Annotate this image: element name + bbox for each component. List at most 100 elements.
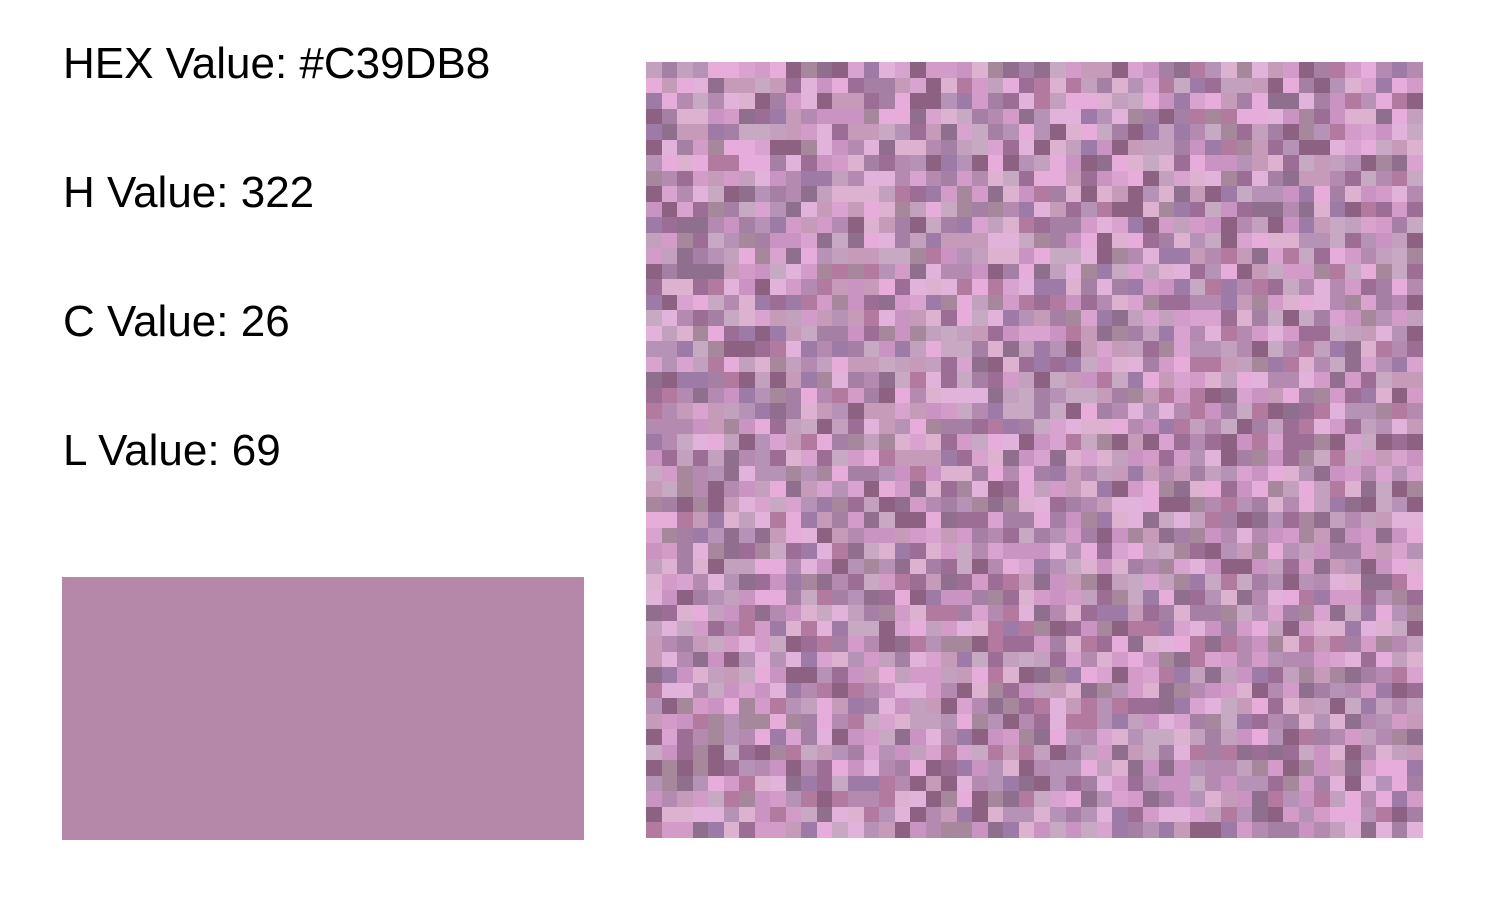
mosaic-tile [785, 636, 802, 652]
mosaic-tile [661, 62, 678, 78]
mosaic-tile [987, 822, 1004, 838]
mosaic-tile [1065, 124, 1082, 140]
mosaic-tile [1112, 465, 1128, 482]
mosaic-tile [816, 729, 833, 745]
mosaic-tile [1096, 450, 1113, 466]
h-value-label: H Value: 322 [63, 168, 315, 217]
mosaic-tile [1143, 543, 1159, 559]
mosaic-tile [1189, 744, 1206, 761]
mosaic-tile [816, 682, 833, 699]
mosaic-tile [723, 310, 740, 326]
mosaic-tile [770, 806, 786, 823]
mosaic-tile [677, 186, 693, 202]
mosaic-tile [1143, 744, 1159, 761]
mosaic-tile [1329, 186, 1346, 202]
mosaic-tile [1236, 481, 1253, 497]
mosaic-tile [1096, 325, 1113, 342]
mosaic-tile [1096, 775, 1113, 792]
mosaic-tile [1329, 605, 1346, 621]
mosaic-tile [1081, 77, 1097, 94]
mosaic-tile [987, 651, 1004, 668]
mosaic-tile [1376, 62, 1392, 78]
mosaic-tile [1174, 775, 1190, 792]
mosaic-tile [1236, 108, 1253, 125]
mosaic-tile [832, 418, 849, 435]
mosaic-tile [1112, 310, 1128, 326]
mosaic-tile [1298, 589, 1315, 606]
mosaic-tile [1018, 512, 1035, 528]
mosaic-tile [1376, 574, 1392, 590]
mosaic-tile [754, 248, 771, 264]
mosaic-tile [972, 356, 988, 373]
mosaic-tile [1314, 93, 1330, 109]
mosaic-tile [770, 108, 786, 125]
mosaic-tile [661, 387, 678, 404]
mosaic-tile [785, 558, 802, 575]
mosaic-tile [879, 527, 895, 544]
mosaic-tile [1003, 527, 1019, 544]
mosaic-tile [770, 263, 786, 280]
mosaic-tile [1003, 217, 1019, 233]
mosaic-tile [1096, 341, 1113, 357]
mosaic-tile [1345, 465, 1361, 482]
mosaic-tile [708, 651, 724, 668]
mosaic-tile [1283, 760, 1299, 776]
mosaic-tile [1220, 512, 1237, 528]
mosaic-tile [1081, 310, 1097, 326]
mosaic-tile [785, 139, 802, 156]
mosaic-tile [1252, 729, 1268, 745]
mosaic-tile [1252, 682, 1268, 699]
mosaic-tile [1065, 605, 1082, 621]
mosaic-tile [1283, 806, 1299, 823]
mosaic-tile [879, 682, 895, 699]
mosaic-tile [1252, 481, 1268, 497]
mosaic-tile [987, 512, 1004, 528]
mosaic-tile [1003, 294, 1019, 311]
mosaic-tile [987, 310, 1004, 326]
mosaic-tile [1096, 760, 1113, 776]
mosaic-tile [1065, 248, 1082, 264]
mosaic-tile [1391, 217, 1408, 233]
mosaic-tile [863, 775, 880, 792]
mosaic-tile [1127, 170, 1144, 187]
mosaic-tile [894, 139, 911, 156]
mosaic-tile [1391, 418, 1408, 435]
mosaic-tile [1081, 248, 1097, 264]
mosaic-tile [785, 372, 802, 388]
mosaic-tile [754, 760, 771, 776]
mosaic-tile [925, 620, 942, 637]
mosaic-tile [739, 356, 755, 373]
mosaic-tile [956, 387, 973, 404]
mosaic-tile [1220, 605, 1237, 621]
mosaic-tile [956, 294, 973, 311]
mosaic-tile [848, 434, 864, 450]
mosaic-tile [708, 496, 724, 513]
mosaic-tile [1391, 108, 1408, 125]
mosaic-tile [1018, 481, 1035, 497]
mosaic-tile [1034, 605, 1051, 621]
mosaic-tile [1360, 698, 1377, 714]
mosaic-tile [1407, 822, 1423, 838]
mosaic-tile [1298, 403, 1315, 419]
mosaic-tile [1220, 124, 1237, 140]
mosaic-tile [723, 527, 740, 544]
mosaic-tile [801, 496, 817, 513]
mosaic-tile [754, 527, 771, 544]
mosaic-tile [1205, 155, 1221, 171]
mosaic-tile [754, 574, 771, 590]
mosaic-tile [646, 356, 662, 373]
mosaic-tile [1003, 574, 1019, 590]
mosaic-tile [1189, 155, 1206, 171]
mosaic-tile [1112, 450, 1128, 466]
mosaic-tile [972, 682, 988, 699]
mosaic-tile [739, 93, 755, 109]
mosaic-tile [1314, 139, 1330, 156]
mosaic-tile [1283, 93, 1299, 109]
mosaic-tile [848, 403, 864, 419]
mosaic-tile [848, 450, 864, 466]
mosaic-tile [1034, 527, 1051, 544]
mosaic-tile [1298, 279, 1315, 295]
mosaic-tile [1267, 744, 1284, 761]
mosaic-tile [1096, 279, 1113, 295]
mosaic-tile [925, 325, 942, 342]
